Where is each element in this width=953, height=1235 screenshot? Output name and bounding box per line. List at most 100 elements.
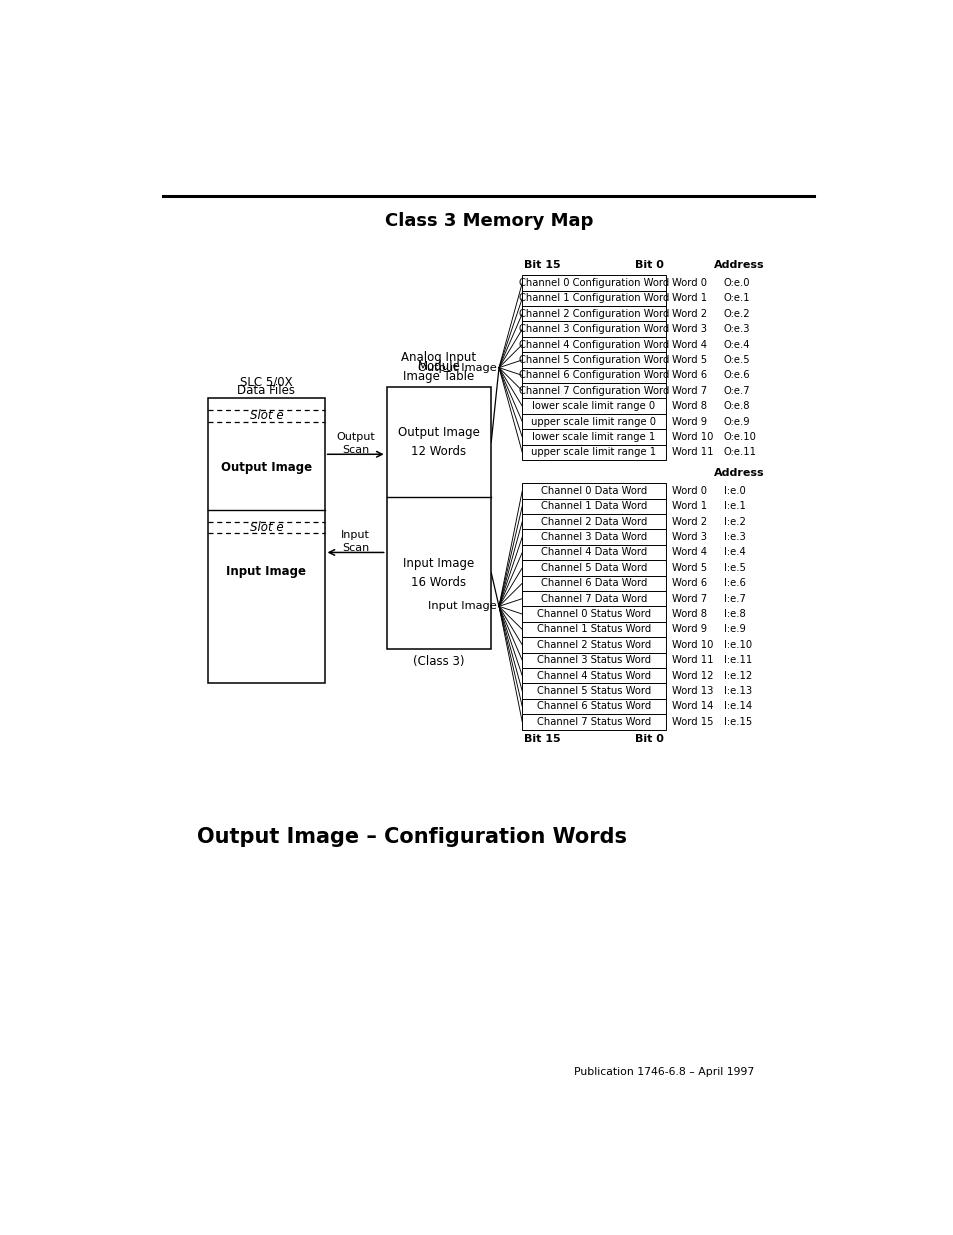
Text: O:e.4: O:e.4	[723, 340, 749, 350]
Bar	[521, 430, 665, 445]
Text: Channel 5 Status Word: Channel 5 Status Word	[537, 687, 650, 697]
Text: I:e.3: I:e.3	[723, 532, 744, 542]
Text: Channel 7 Status Word: Channel 7 Status Word	[537, 716, 650, 727]
Text: Word 15: Word 15	[671, 716, 713, 727]
Text: Word 4: Word 4	[671, 547, 706, 557]
Text: Word 2: Word 2	[671, 309, 706, 319]
Text: Output Image – Configuration Words: Output Image – Configuration Words	[196, 827, 626, 847]
Text: I:e.12: I:e.12	[723, 671, 751, 680]
Text: Channel 1 Status Word: Channel 1 Status Word	[537, 625, 650, 635]
Text: O:e.5: O:e.5	[723, 354, 750, 366]
Text: Channel 4 Configuration Word: Channel 4 Configuration Word	[518, 340, 668, 350]
Text: O:e.1: O:e.1	[723, 294, 750, 304]
Text: Word 5: Word 5	[671, 563, 706, 573]
Text: Word 8: Word 8	[671, 401, 706, 411]
Text: Channel 4 Status Word: Channel 4 Status Word	[537, 671, 650, 680]
Text: Input Image: Input Image	[428, 601, 497, 611]
Text: Class 3 Memory Map: Class 3 Memory Map	[384, 212, 593, 231]
Bar	[521, 275, 665, 290]
Text: Data Files: Data Files	[237, 384, 295, 398]
Text: I:e.4: I:e.4	[723, 547, 744, 557]
Bar	[521, 668, 665, 683]
Text: Word 1: Word 1	[671, 501, 706, 511]
Bar	[521, 321, 665, 337]
Bar	[521, 714, 665, 730]
Text: Channel 0 Status Word: Channel 0 Status Word	[537, 609, 650, 619]
Text: Channel 0 Data Word: Channel 0 Data Word	[540, 485, 646, 495]
Bar	[521, 637, 665, 652]
Text: Word 11: Word 11	[671, 447, 713, 457]
Text: O:e.10: O:e.10	[723, 432, 756, 442]
Text: Word 10: Word 10	[671, 640, 713, 650]
Text: Channel 2 Status Word: Channel 2 Status Word	[537, 640, 650, 650]
Text: Word 7: Word 7	[671, 385, 706, 395]
Text: I:e.10: I:e.10	[723, 640, 751, 650]
Text: I:e.15: I:e.15	[723, 716, 751, 727]
Text: Word 2: Word 2	[671, 516, 706, 526]
Text: Word 8: Word 8	[671, 609, 706, 619]
Text: Channel 3 Configuration Word: Channel 3 Configuration Word	[518, 324, 668, 335]
Text: upper scale limit range 0: upper scale limit range 0	[531, 416, 656, 426]
Text: lower scale limit range 0: lower scale limit range 0	[532, 401, 655, 411]
Text: O:e.7: O:e.7	[723, 385, 750, 395]
Bar	[521, 514, 665, 530]
Bar	[521, 621, 665, 637]
Text: Channel 7 Configuration Word: Channel 7 Configuration Word	[518, 385, 668, 395]
Text: Word 0: Word 0	[671, 278, 706, 288]
Bar	[521, 683, 665, 699]
Text: Analog Input: Analog Input	[401, 351, 476, 364]
Text: I:e.6: I:e.6	[723, 578, 745, 588]
Text: Bit 15: Bit 15	[523, 734, 559, 743]
Text: Input Image
16 Words: Input Image 16 Words	[403, 557, 474, 589]
Text: O:e.2: O:e.2	[723, 309, 750, 319]
Bar	[521, 561, 665, 576]
Text: Word 13: Word 13	[671, 687, 713, 697]
Bar	[386, 387, 491, 648]
Bar	[521, 483, 665, 499]
Text: Word 4: Word 4	[671, 340, 706, 350]
Bar	[521, 499, 665, 514]
Bar	[521, 368, 665, 383]
Text: I:e.8: I:e.8	[723, 609, 744, 619]
Text: Channel 4 Data Word: Channel 4 Data Word	[540, 547, 646, 557]
Text: I:e.5: I:e.5	[723, 563, 745, 573]
Text: I:e.13: I:e.13	[723, 687, 751, 697]
Bar	[521, 306, 665, 321]
Bar	[521, 399, 665, 414]
Text: Channel 0 Configuration Word: Channel 0 Configuration Word	[518, 278, 668, 288]
Text: Word 6: Word 6	[671, 370, 706, 380]
Text: Output
Scan: Output Scan	[335, 432, 375, 454]
Text: Word 9: Word 9	[671, 625, 706, 635]
Text: I:e.2: I:e.2	[723, 516, 745, 526]
Text: Channel 3 Data Word: Channel 3 Data Word	[540, 532, 646, 542]
Bar	[521, 352, 665, 368]
Bar	[521, 337, 665, 352]
Text: Output Image: Output Image	[417, 363, 497, 373]
Text: Channel 6 Status Word: Channel 6 Status Word	[537, 701, 650, 711]
Text: Input Image: Input Image	[226, 566, 306, 578]
Text: Word 10: Word 10	[671, 432, 713, 442]
Text: Bit 0: Bit 0	[635, 734, 663, 743]
Text: I:e.9: I:e.9	[723, 625, 745, 635]
Bar	[521, 383, 665, 399]
Text: (Class 3): (Class 3)	[413, 655, 464, 668]
Bar	[521, 592, 665, 606]
Text: upper scale limit range 1: upper scale limit range 1	[531, 447, 656, 457]
Bar	[521, 414, 665, 430]
Text: Bit 0: Bit 0	[635, 261, 663, 270]
Text: Input
Scan: Input Scan	[341, 530, 370, 553]
Text: Publication 1746-6.8 – April 1997: Publication 1746-6.8 – April 1997	[574, 1067, 754, 1077]
Text: Module: Module	[417, 361, 460, 373]
Text: Word 6: Word 6	[671, 578, 706, 588]
Text: Word 14: Word 14	[671, 701, 713, 711]
Text: Channel 2 Data Word: Channel 2 Data Word	[540, 516, 646, 526]
Text: Word 5: Word 5	[671, 354, 706, 366]
Text: Channel 7 Data Word: Channel 7 Data Word	[540, 594, 646, 604]
Text: Word 3: Word 3	[671, 532, 706, 542]
Text: Channel 3 Status Word: Channel 3 Status Word	[537, 656, 650, 666]
Text: O:e.0: O:e.0	[723, 278, 749, 288]
Bar	[521, 576, 665, 592]
Text: Channel 1 Data Word: Channel 1 Data Word	[540, 501, 646, 511]
Text: Word 0: Word 0	[671, 485, 706, 495]
Text: Channel 5 Configuration Word: Channel 5 Configuration Word	[518, 354, 668, 366]
